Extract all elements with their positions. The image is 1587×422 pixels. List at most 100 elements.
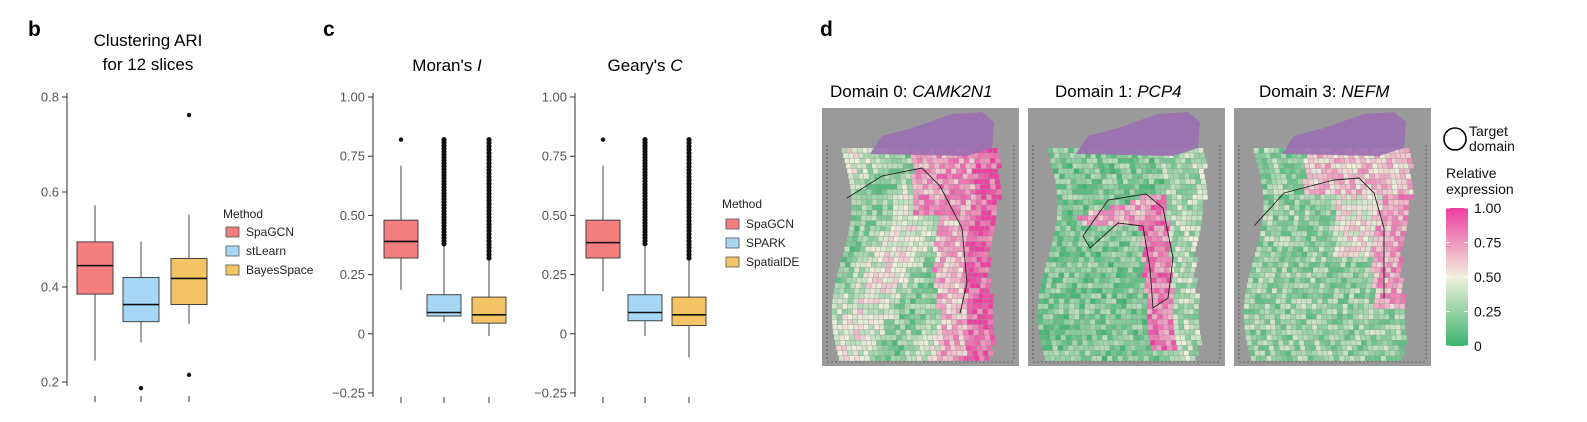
spot xyxy=(957,350,962,356)
spot xyxy=(1388,210,1393,216)
spot xyxy=(1120,278,1125,283)
spot xyxy=(1107,158,1113,164)
spot xyxy=(1321,345,1326,351)
spot xyxy=(1254,272,1260,278)
spot xyxy=(1356,189,1362,195)
spot xyxy=(864,267,870,273)
spot xyxy=(934,215,939,221)
spot xyxy=(966,345,972,351)
array-spot xyxy=(1219,357,1221,359)
spot xyxy=(866,262,871,268)
spot xyxy=(1285,236,1290,242)
spot xyxy=(913,163,919,169)
spot xyxy=(1396,179,1402,184)
spot xyxy=(1157,314,1163,320)
array-spot xyxy=(1238,325,1240,327)
spot xyxy=(1270,252,1276,257)
array-spot xyxy=(1425,253,1427,255)
spot xyxy=(1381,288,1386,294)
spot xyxy=(1135,241,1140,247)
spot xyxy=(1107,246,1113,252)
spot xyxy=(979,226,985,231)
spot xyxy=(986,278,992,283)
array-spot xyxy=(1425,345,1427,347)
spot xyxy=(905,350,910,356)
array-spot xyxy=(1032,153,1034,155)
spot xyxy=(1137,293,1143,299)
spot xyxy=(918,241,924,247)
array-spot xyxy=(1085,361,1087,363)
spot xyxy=(1192,241,1198,247)
spot xyxy=(1146,236,1152,242)
spot xyxy=(1361,283,1367,288)
spot xyxy=(1272,283,1278,288)
spot xyxy=(1341,200,1347,205)
spot xyxy=(870,356,875,361)
spot xyxy=(895,267,901,273)
spot xyxy=(1361,189,1367,195)
spot xyxy=(956,236,962,242)
spot xyxy=(956,168,962,174)
spot xyxy=(1055,267,1060,273)
spot xyxy=(1147,350,1153,356)
spot xyxy=(1329,158,1335,164)
spot xyxy=(1345,283,1351,288)
spot xyxy=(984,288,990,294)
spot xyxy=(1294,215,1299,221)
spot xyxy=(927,288,933,294)
spot xyxy=(1084,257,1089,262)
array-spot xyxy=(826,205,828,207)
spot xyxy=(1090,252,1096,257)
spot xyxy=(902,220,908,226)
spot xyxy=(982,319,988,325)
spot xyxy=(1172,168,1178,174)
spot xyxy=(1300,257,1306,262)
spot xyxy=(1075,153,1080,158)
spot xyxy=(1144,335,1149,340)
spot xyxy=(927,356,933,361)
spot xyxy=(878,236,884,242)
array-spot xyxy=(1032,357,1034,359)
spot xyxy=(1143,288,1149,294)
spot xyxy=(863,350,869,356)
spot xyxy=(1263,194,1269,200)
array-spot xyxy=(1032,181,1034,183)
spot xyxy=(1185,246,1191,252)
spot xyxy=(1318,288,1324,294)
spot xyxy=(1101,293,1107,299)
spot xyxy=(1117,267,1123,273)
array-spot xyxy=(1238,337,1240,339)
spot xyxy=(847,350,853,356)
spot xyxy=(867,205,872,210)
array-spot xyxy=(1219,233,1221,235)
array-spot xyxy=(1425,165,1427,167)
spot xyxy=(1147,252,1153,257)
array-spot xyxy=(826,213,828,215)
spot xyxy=(882,241,888,247)
spot xyxy=(904,257,909,262)
spot xyxy=(1140,163,1146,169)
spot xyxy=(1319,220,1325,226)
spot xyxy=(856,163,862,169)
spot xyxy=(1352,345,1358,351)
spot xyxy=(1043,314,1048,320)
spot xyxy=(1069,319,1075,325)
spot xyxy=(1121,350,1127,356)
spot xyxy=(1131,168,1137,174)
spot xyxy=(949,340,955,346)
spot xyxy=(1107,226,1113,231)
spot xyxy=(1069,309,1074,314)
spot xyxy=(1327,324,1333,330)
spot xyxy=(1297,356,1303,361)
spot xyxy=(1267,283,1273,288)
spot xyxy=(935,168,941,174)
spot xyxy=(883,236,889,242)
spot xyxy=(1189,324,1195,330)
spot xyxy=(1360,288,1366,294)
array-spot xyxy=(1219,281,1221,283)
spot xyxy=(1280,319,1286,325)
spot xyxy=(1373,309,1379,314)
spot xyxy=(868,304,874,309)
spot xyxy=(936,252,942,257)
spot xyxy=(902,184,908,190)
